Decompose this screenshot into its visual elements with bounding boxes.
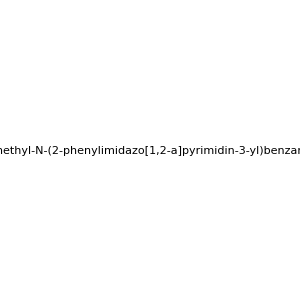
Text: 4-methyl-N-(2-phenylimidazo[1,2-a]pyrimidin-3-yl)benzamide: 4-methyl-N-(2-phenylimidazo[1,2-a]pyrimi…	[0, 146, 300, 157]
